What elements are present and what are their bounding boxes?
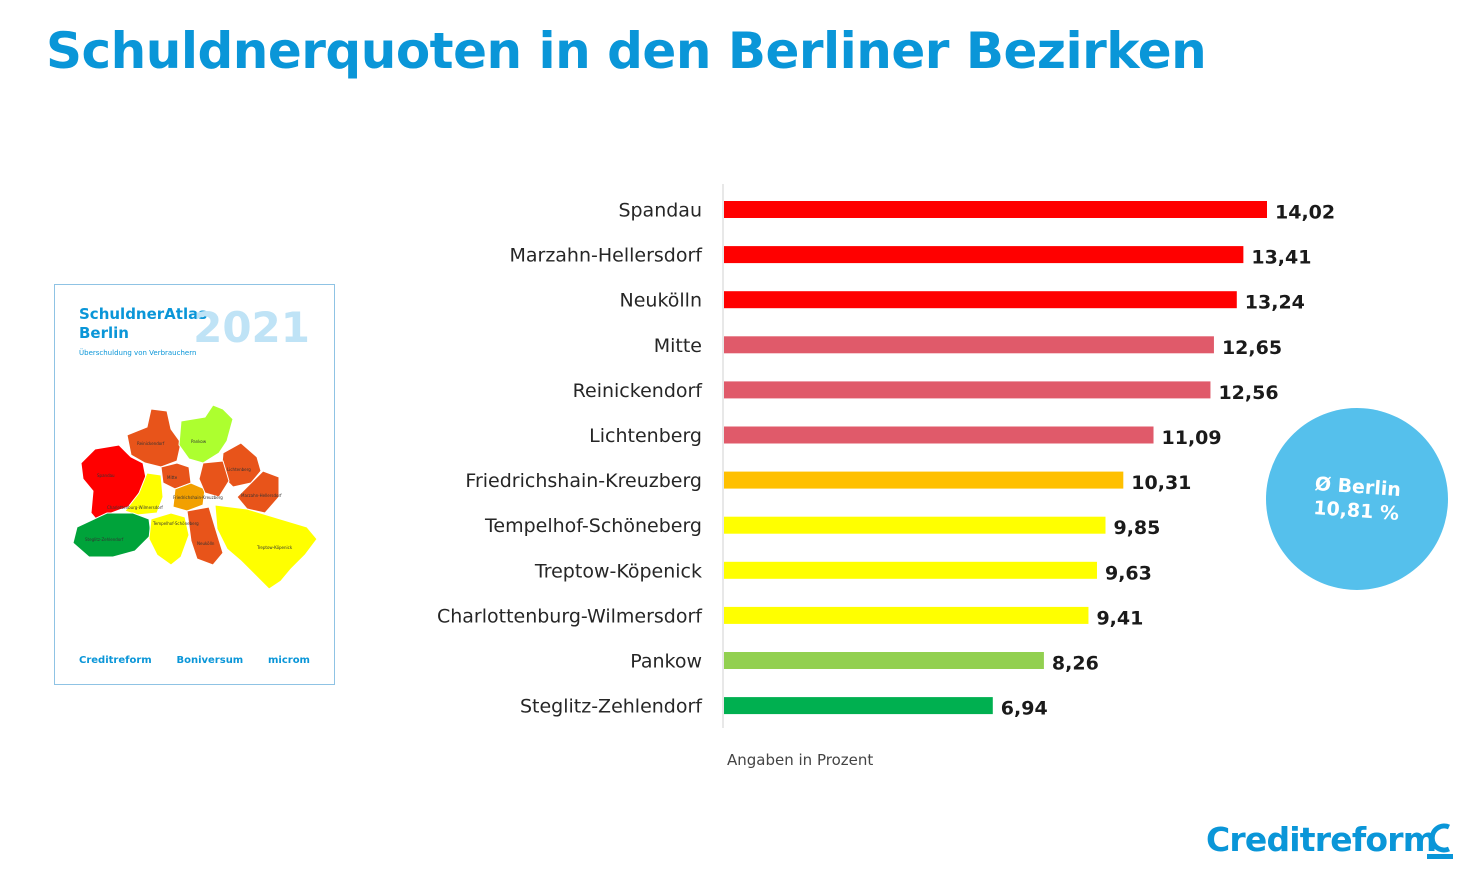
svg-text:Mitte: Mitte — [167, 475, 178, 480]
schuldneratlas-cover: SchuldnerAtlas Berlin Überschuldung von … — [54, 284, 335, 685]
cover-subtitle: Überschuldung von Verbrauchern — [79, 349, 197, 357]
svg-text:Lichtenberg: Lichtenberg — [227, 467, 251, 472]
cover-year: 2021 — [193, 303, 310, 352]
svg-text:Friedrichshain-Kreuzberg: Friedrichshain-Kreuzberg — [173, 495, 223, 500]
value-label: 12,65 — [1222, 337, 1282, 359]
svg-text:Reinickendorf: Reinickendorf — [137, 441, 165, 446]
value-label: 8,26 — [1052, 653, 1099, 675]
bar — [724, 606, 1089, 624]
svg-text:Charlottenburg-Wilmersdorf: Charlottenburg-Wilmersdorf — [107, 505, 163, 510]
average-value: 10,81 % — [1312, 497, 1400, 525]
svg-text:Steglitz-Zehlendorf: Steglitz-Zehlendorf — [85, 537, 124, 542]
category-label: Marzahn-Hellersdorf — [509, 245, 703, 267]
creditreform-logo: Creditreform — [1206, 820, 1437, 859]
value-label: 9,85 — [1113, 517, 1160, 539]
bar — [724, 471, 1124, 489]
cover-logo-creditreform: Creditreform — [79, 655, 152, 666]
cover-logos: Creditreform Boniversum microm — [79, 655, 310, 666]
cover-title-line1: SchuldnerAtlas — [79, 305, 208, 323]
bar — [724, 516, 1106, 534]
value-label: 9,41 — [1096, 607, 1143, 629]
value-label: 12,56 — [1218, 382, 1278, 404]
value-label: 13,24 — [1245, 292, 1305, 314]
bar — [724, 201, 1267, 218]
bar — [724, 652, 1044, 669]
value-label: 13,41 — [1251, 247, 1311, 269]
bar — [724, 561, 1097, 579]
category-label: Reinickendorf — [573, 380, 704, 402]
category-label: Treptow-Köpenick — [534, 560, 702, 582]
svg-text:Tempelhof-Schöneberg: Tempelhof-Schöneberg — [152, 521, 199, 526]
bar — [724, 381, 1211, 399]
svg-text:Treptow-Köpenick: Treptow-Köpenick — [256, 545, 293, 550]
value-label: 11,09 — [1162, 427, 1222, 449]
category-label: Friedrichshain-Kreuzberg — [465, 470, 702, 492]
chart-note: Angaben in Prozent — [727, 751, 874, 769]
category-label: Mitte — [654, 335, 702, 357]
bar — [724, 697, 993, 715]
value-label: 10,31 — [1131, 472, 1191, 494]
category-label: Steglitz-Zehlendorf — [520, 696, 703, 718]
category-label: Charlottenburg-Wilmersdorf — [437, 605, 703, 627]
berlin-district-map-icon: Spandau Reinickendorf Pankow Mitte Lichtenb… — [72, 404, 318, 590]
bars-layer: Spandau 14,02 Marzahn-Hellersdorf 13,41 Neuk… — [437, 200, 1335, 720]
value-label: 9,63 — [1105, 562, 1152, 584]
svg-text:Pankow: Pankow — [191, 439, 207, 444]
bar — [724, 426, 1154, 444]
category-label: Lichtenberg — [589, 425, 702, 447]
cover-title-line2: Berlin — [79, 324, 129, 342]
category-label: Spandau — [618, 200, 702, 222]
svg-text:Spandau: Spandau — [97, 473, 115, 478]
cover-logo-boniversum: Boniversum — [176, 655, 244, 666]
cover-title: SchuldnerAtlas Berlin — [79, 305, 207, 343]
bar — [724, 291, 1237, 309]
bar — [724, 336, 1214, 354]
svg-text:Marzahn-Hellersdorf: Marzahn-Hellersdorf — [241, 493, 282, 498]
value-label: 14,02 — [1275, 202, 1335, 224]
cover-logo-microm: microm — [267, 655, 310, 666]
category-label: Pankow — [630, 651, 702, 673]
bar — [724, 246, 1244, 264]
value-label: 6,94 — [1001, 698, 1048, 720]
svg-text:Neukölln: Neukölln — [197, 541, 215, 546]
category-label: Tempelhof-Schöneberg — [484, 515, 702, 537]
category-label: Neukölln — [620, 290, 703, 312]
page-title: Schuldnerquoten in den Berliner Bezirken — [46, 22, 1207, 80]
creditreform-logo-mark-icon — [1427, 823, 1453, 859]
